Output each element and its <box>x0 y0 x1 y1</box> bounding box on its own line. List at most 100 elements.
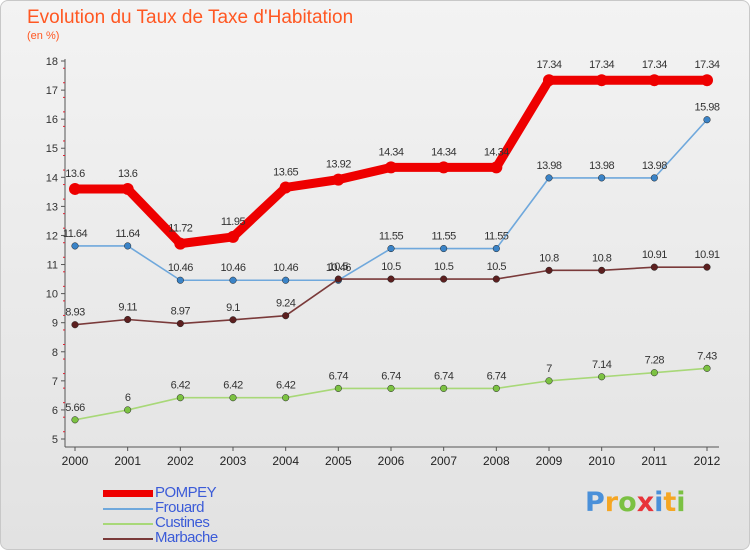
data-label: 17.34 <box>536 59 561 71</box>
x-tick-label: 2003 <box>220 454 247 468</box>
data-point <box>332 173 345 186</box>
data-label: 7 <box>546 363 552 375</box>
data-label: 6.74 <box>329 370 349 382</box>
data-point <box>282 394 290 402</box>
data-label: 11.55 <box>432 231 457 243</box>
logo-letter: t <box>663 487 677 518</box>
data-point <box>545 266 553 274</box>
data-label: 6.74 <box>434 370 454 382</box>
y-tick-label: 6 <box>52 405 58 417</box>
data-label: 6.74 <box>487 370 507 382</box>
data-point <box>282 276 290 284</box>
data-label: 17.34 <box>642 59 667 71</box>
legend-swatch <box>103 523 153 525</box>
data-point <box>490 161 503 174</box>
data-label: 6 <box>125 392 131 404</box>
y-tick-label: 17 <box>46 85 58 97</box>
data-label: 10.5 <box>487 261 507 273</box>
data-label: 11.55 <box>484 231 509 243</box>
chart-unit-label: (en %) <box>27 30 60 42</box>
data-point <box>69 182 81 195</box>
data-label: 15.98 <box>694 102 719 114</box>
data-label: 10.46 <box>326 262 351 274</box>
data-point <box>71 242 79 250</box>
data-label: 6.42 <box>171 380 191 392</box>
data-label: 9.1 <box>226 302 240 314</box>
data-label: 8.93 <box>65 307 85 319</box>
data-point <box>334 384 342 392</box>
data-point <box>176 320 184 328</box>
data-label: 10.46 <box>220 262 245 274</box>
x-tick-label: 2001 <box>114 454 141 468</box>
y-tick-label: 13 <box>46 201 58 213</box>
data-point <box>701 74 713 87</box>
data-point <box>545 377 553 385</box>
data-point <box>176 276 184 284</box>
data-point <box>648 74 661 87</box>
data-point <box>598 266 606 274</box>
data-label: 10.8 <box>539 252 559 264</box>
data-point <box>650 369 658 377</box>
data-point <box>492 244 500 253</box>
data-label: 13.65 <box>273 166 298 178</box>
y-tick-label: 8 <box>52 347 58 359</box>
data-label: 6.42 <box>223 380 243 392</box>
x-tick-label: 2010 <box>588 454 615 468</box>
data-label: 13.6 <box>65 168 85 180</box>
data-point <box>440 244 448 253</box>
data-point <box>229 276 237 284</box>
data-point <box>227 230 239 243</box>
data-label: 9.24 <box>276 298 296 310</box>
data-point <box>124 315 132 324</box>
data-label: 11.55 <box>379 231 404 243</box>
data-label: 10.91 <box>694 249 719 261</box>
legend-label: Frouard <box>155 499 205 516</box>
data-point <box>71 321 79 329</box>
data-label: 14.34 <box>484 146 509 158</box>
y-tick-label: 7 <box>52 376 58 388</box>
series-line-frouard <box>74 118 708 282</box>
data-label: 17.34 <box>589 59 614 71</box>
x-tick-label: 2002 <box>167 454 194 468</box>
y-tick-label: 14 <box>46 172 58 184</box>
data-point <box>703 364 711 372</box>
x-tick-label: 2005 <box>325 454 352 468</box>
logo-letter: o <box>618 487 637 518</box>
data-point <box>492 275 500 283</box>
data-point <box>703 116 711 124</box>
data-point <box>387 244 395 253</box>
y-tick-label: 11 <box>47 260 58 272</box>
data-label: 10.8 <box>592 252 612 264</box>
y-tick-label: 12 <box>46 230 58 242</box>
data-label: 5.66 <box>65 402 85 414</box>
data-point <box>121 182 134 195</box>
data-point <box>545 174 553 182</box>
legend-swatch <box>103 508 153 510</box>
data-point <box>440 275 448 283</box>
data-point <box>440 384 448 392</box>
y-tick-label: 15 <box>46 143 58 155</box>
data-point <box>334 275 342 283</box>
x-tick-label: 2007 <box>430 454 457 468</box>
x-tick-label: 2008 <box>483 454 510 468</box>
data-point <box>229 394 237 402</box>
data-label: 13.98 <box>642 160 667 172</box>
logo-letter: x <box>636 487 655 518</box>
data-point <box>229 316 237 324</box>
data-label: 8.97 <box>171 306 191 318</box>
data-label: 11.95 <box>221 216 246 228</box>
data-point <box>492 384 500 392</box>
data-label: 13.6 <box>118 168 138 180</box>
y-tick-label: 9 <box>52 318 58 330</box>
y-tick-label: 10 <box>46 289 58 301</box>
data-point <box>595 74 608 87</box>
data-point <box>279 181 292 194</box>
data-label: 9.11 <box>118 301 137 313</box>
legend-swatch <box>103 538 153 540</box>
data-point <box>124 406 132 414</box>
logo-letter: i <box>654 487 664 518</box>
data-point <box>650 174 658 182</box>
x-tick-label: 2000 <box>62 454 89 468</box>
x-tick-label: 2006 <box>378 454 405 468</box>
